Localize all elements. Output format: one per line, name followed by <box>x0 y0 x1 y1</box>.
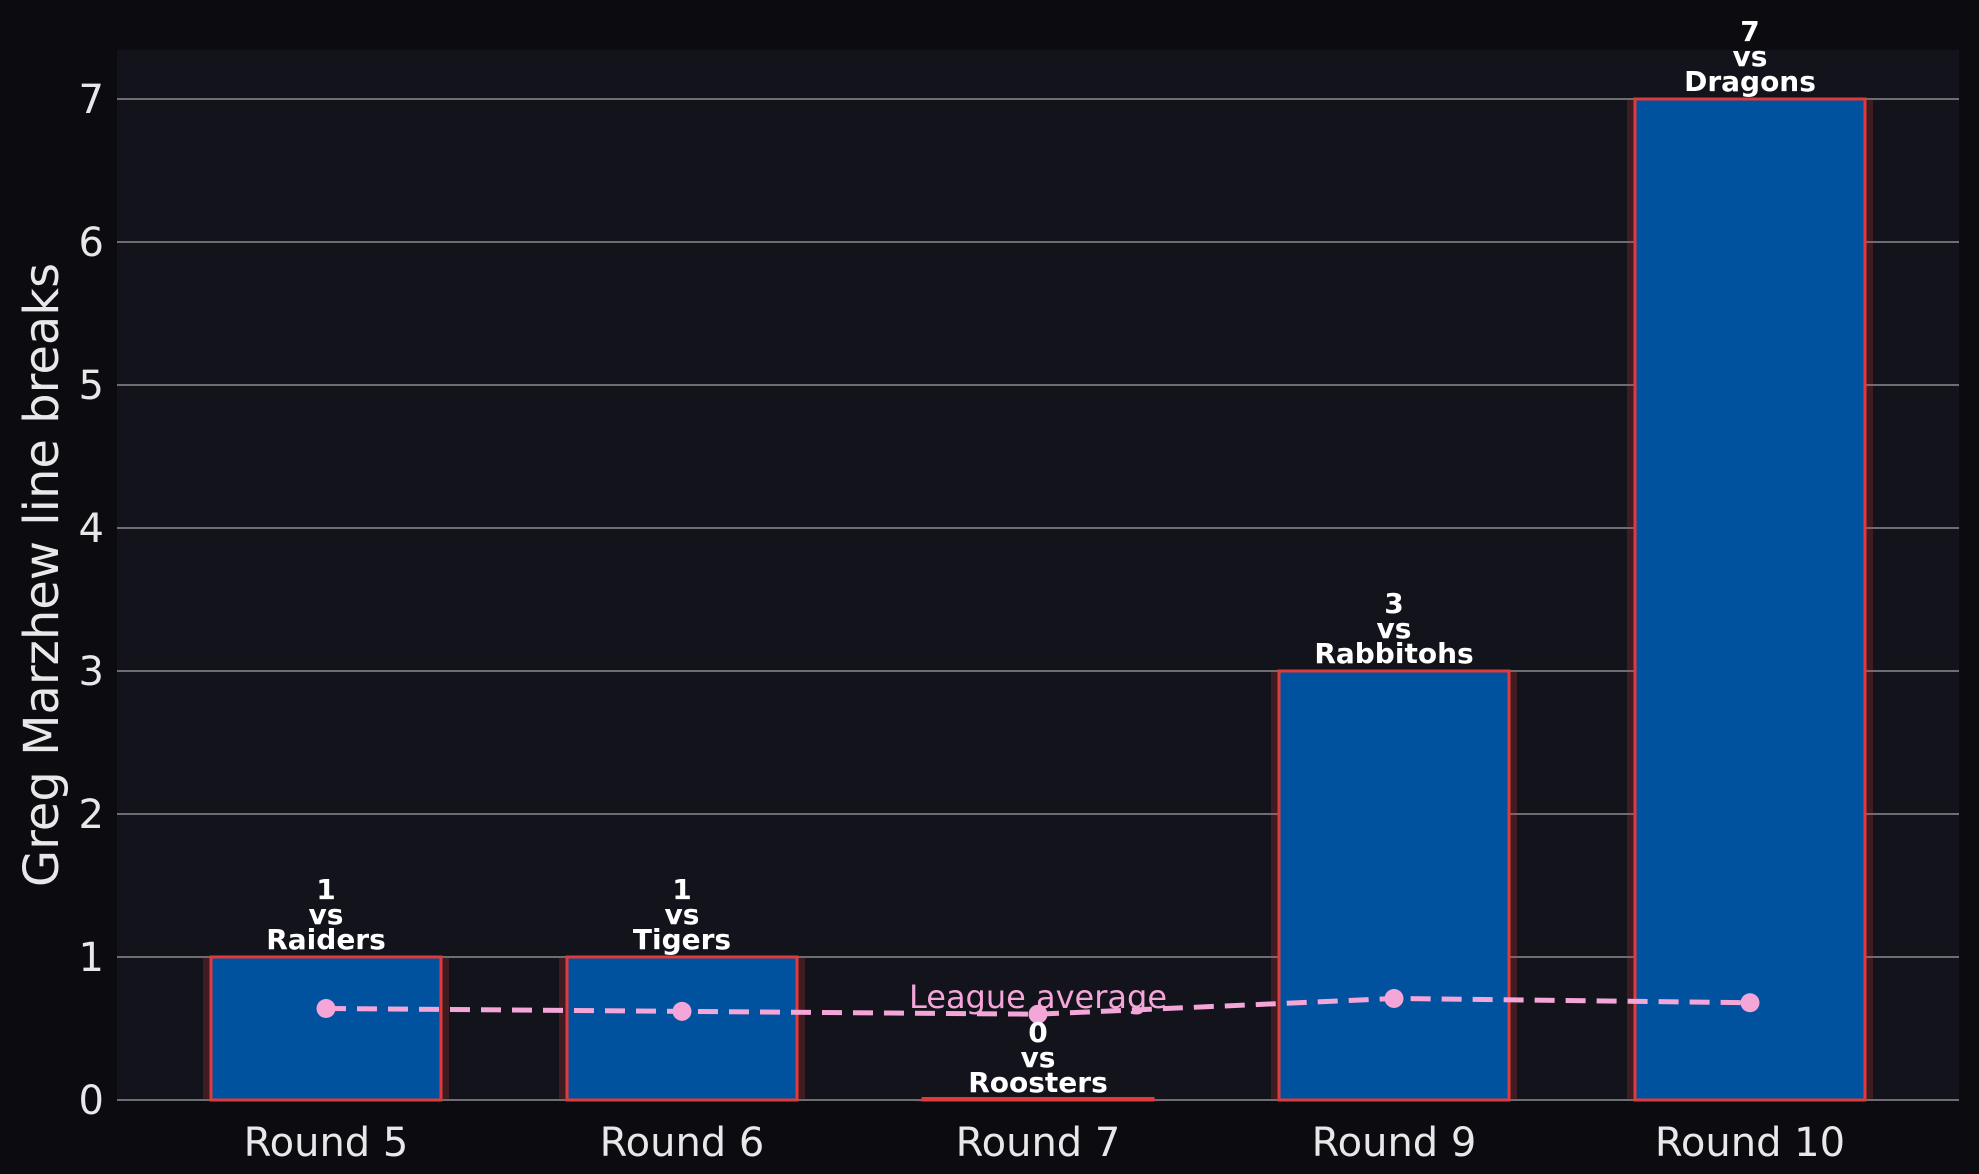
league-average-series <box>316 988 1760 1024</box>
bar-data-label: Rabbitohs <box>1314 637 1473 670</box>
y-tick-label: 3 <box>79 649 104 695</box>
y-tick-label: 1 <box>79 935 104 981</box>
league-average-line <box>325 995 1751 1017</box>
x-tick-label: Round 5 <box>244 1120 409 1166</box>
y-tick-label: 2 <box>79 792 104 838</box>
bar-data-label: 7 <box>1740 15 1759 48</box>
league-average-point <box>672 1001 692 1021</box>
bar-data-label: Dragons <box>1684 65 1816 98</box>
bar-data-label: 1 <box>316 873 335 906</box>
bar-data-label: vs <box>1377 612 1412 645</box>
y-tick-label: 0 <box>79 1078 104 1124</box>
bar-data-label: vs <box>665 898 700 931</box>
axis-ticks: 0 1 2 3 4 5 6 7 Round 5 Round 6 Round 7 Round 9 Roun… <box>79 77 1846 1166</box>
bar-data-label: vs <box>1733 40 1768 73</box>
bar <box>1277 669 1511 1102</box>
x-tick-label: Round 6 <box>600 1120 765 1166</box>
x-tick-label: Round 9 <box>1312 1120 1477 1166</box>
bar-data-label: vs <box>309 898 344 931</box>
bars <box>203 97 1873 1102</box>
league-average-point <box>1740 993 1760 1013</box>
bar-data-label: Roosters <box>968 1066 1108 1099</box>
league-average-point <box>316 998 336 1018</box>
y-tick-label: 7 <box>79 77 104 123</box>
bar <box>565 955 799 1102</box>
bar-data-label: vs <box>1021 1041 1056 1074</box>
y-tick-label: 6 <box>79 220 104 266</box>
bar <box>209 955 443 1102</box>
bar-labels: 1vsRaiders1vsTigers0vsRoosters3vsRabbito… <box>266 15 1816 1099</box>
league-average-label: League average <box>909 978 1167 1016</box>
league-average-point <box>1028 1004 1048 1024</box>
x-tick-label: Round 7 <box>956 1120 1121 1166</box>
bar-data-label: 0 <box>1028 1016 1047 1049</box>
bar-data-label: 3 <box>1384 587 1403 620</box>
y-axis-label: Greg Marzhew line breaks <box>14 263 70 887</box>
league-average-point <box>1384 988 1404 1008</box>
bar <box>1633 97 1867 1102</box>
y-tick-label: 5 <box>79 363 104 409</box>
bar-data-label: Raiders <box>266 923 386 956</box>
y-tick-label: 4 <box>79 506 104 552</box>
bar-data-label: 1 <box>672 873 691 906</box>
x-tick-label: Round 10 <box>1655 1120 1845 1166</box>
bar <box>921 1097 1155 1102</box>
bar-data-label: Tigers <box>633 923 731 956</box>
